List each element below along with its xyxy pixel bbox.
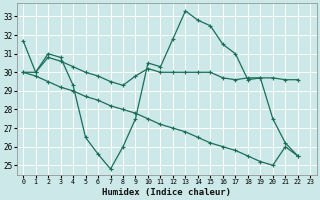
X-axis label: Humidex (Indice chaleur): Humidex (Indice chaleur) [102, 188, 231, 197]
